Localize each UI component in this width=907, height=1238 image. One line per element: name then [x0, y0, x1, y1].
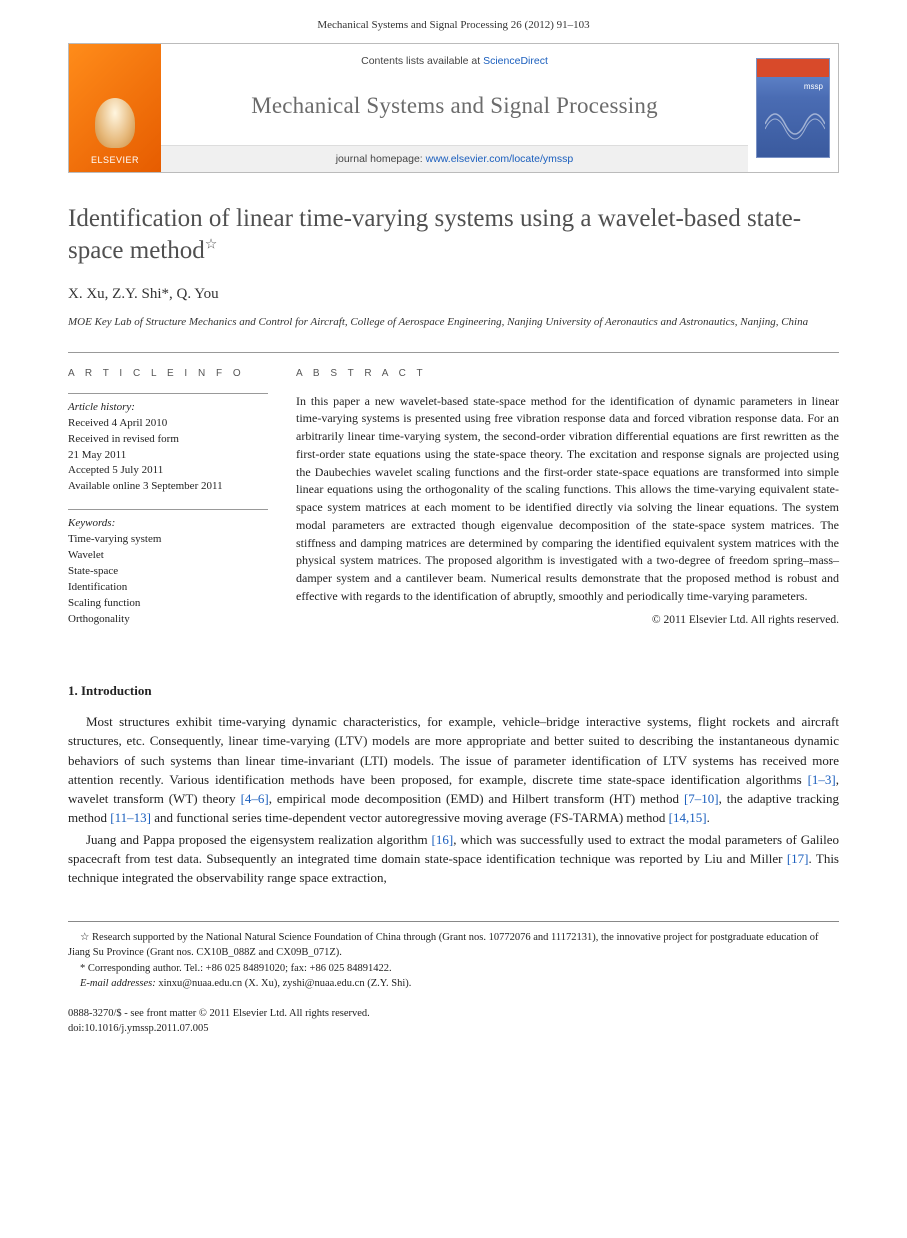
journal-name: Mechanical Systems and Signal Processing — [173, 90, 736, 122]
banner-center: Contents lists available at ScienceDirec… — [161, 44, 748, 172]
keyword: Wavelet — [68, 548, 268, 564]
ref-link[interactable]: [11–13] — [110, 810, 151, 825]
history-line: Accepted 5 July 2011 — [68, 463, 268, 479]
ref-link[interactable]: [4–6] — [241, 791, 269, 806]
article-info-column: A R T I C L E I N F O Article history: R… — [68, 367, 268, 642]
info-abstract-row: A R T I C L E I N F O Article history: R… — [68, 352, 839, 642]
contents-prefix: Contents lists available at — [361, 55, 483, 67]
intro-para-1: Most structures exhibit time-varying dyn… — [68, 712, 839, 827]
cover-wave-icon — [765, 99, 825, 149]
article-history-block: Article history: Received 4 April 2010 R… — [68, 393, 268, 496]
ref-link[interactable]: [17] — [787, 851, 809, 866]
header-citation: Mechanical Systems and Signal Processing… — [0, 0, 907, 43]
keyword: State-space — [68, 564, 268, 580]
cover-thumb-panel: mssp — [748, 44, 838, 172]
ref-link[interactable]: [16] — [432, 832, 454, 847]
footnote-corresponding: * Corresponding author. Tel.: +86 025 84… — [68, 961, 839, 976]
doi-line: doi:10.1016/j.ymssp.2011.07.005 — [68, 1022, 839, 1037]
article-content: Identification of linear time-varying sy… — [0, 173, 907, 1076]
abstract-label: A B S T R A C T — [296, 367, 839, 381]
keyword: Orthogonality — [68, 612, 268, 628]
journal-cover-thumb: mssp — [756, 58, 830, 158]
sciencedirect-link[interactable]: ScienceDirect — [483, 55, 548, 67]
history-line: Received 4 April 2010 — [68, 416, 268, 432]
homepage-link[interactable]: www.elsevier.com/locate/ymssp — [426, 153, 574, 165]
abstract-copyright: © 2011 Elsevier Ltd. All rights reserved… — [296, 612, 839, 628]
author-list: X. Xu, Z.Y. Shi*, Q. You — [68, 284, 839, 305]
front-matter-line: 0888-3270/$ - see front matter © 2011 El… — [68, 1007, 839, 1022]
footnotes: ☆ Research supported by the National Nat… — [68, 921, 839, 991]
intro-para-2: Juang and Pappa proposed the eigensystem… — [68, 830, 839, 888]
history-heading: Article history: — [68, 400, 268, 416]
elsevier-logo-panel: ELSEVIER — [69, 44, 161, 172]
article-info-label: A R T I C L E I N F O — [68, 367, 268, 381]
title-footnote-mark: ☆ — [205, 237, 218, 252]
abstract-text: In this paper a new wavelet-based state-… — [296, 393, 839, 606]
footer-meta: 0888-3270/$ - see front matter © 2011 El… — [68, 1007, 839, 1036]
homepage-line: journal homepage: www.elsevier.com/locat… — [161, 145, 748, 173]
email-addresses: xinxu@nuaa.edu.cn (X. Xu), zyshi@nuaa.ed… — [156, 978, 412, 989]
section-heading-introduction: 1. Introduction — [68, 682, 839, 700]
keyword: Time-varying system — [68, 532, 268, 548]
para-text: . — [707, 810, 710, 825]
para-text: Juang and Pappa proposed the eigensystem… — [86, 832, 432, 847]
article-title: Identification of linear time-varying sy… — [68, 203, 839, 266]
keywords-block: Keywords: Time-varying system Wavelet St… — [68, 509, 268, 628]
ref-link[interactable]: [1–3] — [808, 772, 836, 787]
journal-banner: ELSEVIER Contents lists available at Sci… — [68, 43, 839, 173]
keywords-heading: Keywords: — [68, 516, 268, 532]
keyword: Identification — [68, 580, 268, 596]
title-text: Identification of linear time-varying sy… — [68, 205, 801, 263]
publisher-label: ELSEVIER — [91, 154, 139, 167]
history-line: Received in revised form — [68, 432, 268, 448]
email-label: E-mail addresses: — [80, 978, 156, 989]
para-text: and functional series time-dependent vec… — [151, 810, 669, 825]
history-line: 21 May 2011 — [68, 448, 268, 464]
cover-label: mssp — [804, 81, 823, 92]
affiliation: MOE Key Lab of Structure Mechanics and C… — [68, 315, 839, 330]
para-text: Most structures exhibit time-varying dyn… — [68, 714, 839, 787]
history-line: Available online 3 September 2011 — [68, 479, 268, 495]
elsevier-tree-icon — [95, 98, 135, 148]
abstract-column: A B S T R A C T In this paper a new wave… — [296, 367, 839, 642]
keyword: Scaling function — [68, 596, 268, 612]
homepage-prefix: journal homepage: — [336, 153, 426, 165]
footnote-funding: ☆ Research supported by the National Nat… — [68, 930, 839, 960]
para-text: , empirical mode decomposition (EMD) and… — [269, 791, 684, 806]
ref-link[interactable]: [7–10] — [684, 791, 719, 806]
contents-available-line: Contents lists available at ScienceDirec… — [173, 54, 736, 69]
ref-link[interactable]: [14,15] — [669, 810, 707, 825]
footnote-email: E-mail addresses: xinxu@nuaa.edu.cn (X. … — [68, 976, 839, 991]
